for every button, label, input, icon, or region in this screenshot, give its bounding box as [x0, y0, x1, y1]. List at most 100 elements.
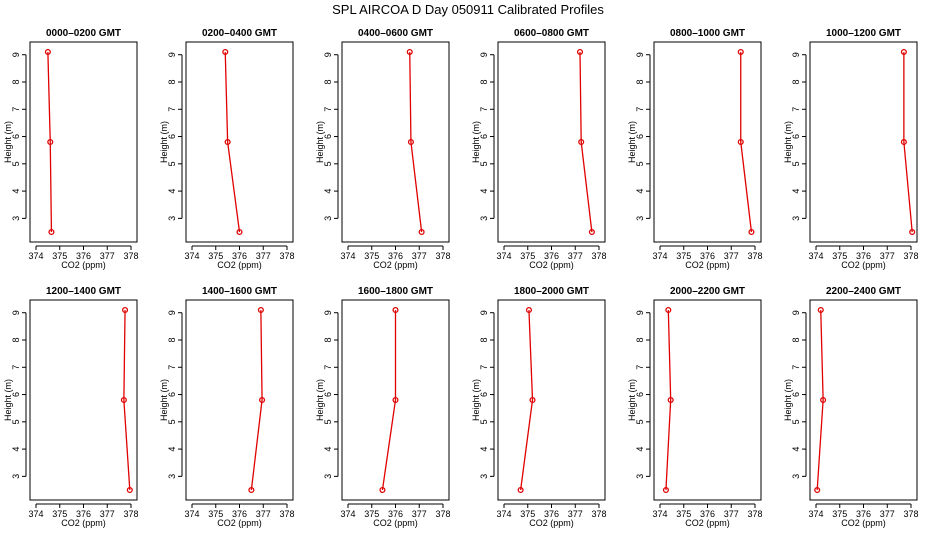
panel-12-series-line	[816, 309, 824, 491]
panel-2-y-tick-label: 9	[167, 52, 177, 57]
panel-6-y-tick-label: 3	[791, 216, 801, 221]
panel-6-series-line	[903, 52, 913, 233]
panel-9-y-tick-label: 6	[323, 392, 333, 397]
panel-9-data-point	[392, 396, 399, 404]
panel-5-x-label: CO2 (ppm)	[685, 260, 730, 270]
panel-8-x-tick-label: 376	[232, 509, 247, 519]
panel-3-y-tick-label: 6	[323, 134, 333, 139]
panel-6-y-tick-label: 6	[791, 134, 801, 139]
panel-8-y-tick-label: 9	[167, 310, 177, 315]
panel-11-x-tick-label: 378	[747, 509, 762, 519]
panel-7-y-tick-label: 9	[11, 310, 21, 315]
panel-5-y-tick-label: 4	[635, 189, 645, 194]
panel-4-x-tick-label: 378	[591, 251, 606, 261]
panel-12-x-tick-label: 376	[856, 509, 871, 519]
panel-4-series-line	[579, 51, 593, 233]
panel-8-frame	[185, 299, 294, 501]
panel-8: 1400–1600 GMT 374 375 376 377 378 CO2 (ppm) 3 4 5…	[159, 286, 295, 528]
panel-5-data-point	[748, 228, 755, 236]
panel-1-y-tick-label: 9	[11, 52, 21, 57]
panel-6-x-tick-label: 374	[808, 251, 823, 261]
panel-7-data-point	[126, 486, 133, 494]
panel-10-x-tick-label: 375	[520, 509, 535, 519]
panel-9-y-tick-label: 8	[323, 337, 333, 342]
panel-11-y-tick-label: 4	[635, 447, 645, 452]
panel-2-y-tick-label: 8	[167, 79, 177, 84]
panel-9-x-tick-label: 378	[435, 509, 450, 519]
panel-4-frame	[497, 41, 606, 243]
panel-10-data-point	[517, 486, 524, 494]
panel-2-frame	[185, 41, 294, 243]
panel-8-x-tick-label: 378	[279, 509, 294, 519]
panel-5: 0800–1000 GMT 374 375 376 377 378 CO2 (ppm) 3 4 5…	[627, 28, 763, 270]
panel-2-y-tick-label: 3	[167, 216, 177, 221]
panel-6: 1000–1200 GMT 374 375 376 377 378 CO2 (ppm) 3 4 5…	[783, 28, 919, 270]
panel-1-y-tick-label: 4	[11, 189, 21, 194]
panel-8-data-point	[257, 306, 264, 314]
panel-1-data-point	[48, 228, 55, 236]
panel-4-y-tick-label: 9	[479, 52, 489, 57]
panel-8-data-point	[259, 396, 266, 404]
panel-3-series-line	[409, 51, 423, 233]
panel-5-x-tick-label: 377	[724, 251, 739, 261]
panel-5-x-tick-label: 374	[652, 251, 667, 261]
panel-12-y-tick-label: 9	[791, 310, 801, 315]
panel-2-x-tick-label: 374	[184, 251, 199, 261]
panel-9-y-tick-label: 5	[323, 419, 333, 424]
panel-3-x-tick-label: 376	[388, 251, 403, 261]
panel-8-title: 1400–1600 GMT	[202, 286, 277, 297]
panel-11-y-tick-label: 3	[635, 474, 645, 479]
panel-12-x-tick-label: 378	[903, 509, 918, 519]
panel-4-x-tick-label: 375	[520, 251, 535, 261]
panel-6-x-tick-label: 378	[903, 251, 918, 261]
panel-9-x-tick-label: 374	[340, 509, 355, 519]
panel-7: 1200–1400 GMT 374 375 376 377 378 CO2 (ppm) 3 4 5…	[3, 286, 139, 528]
panel-5-y-tick-label: 9	[635, 52, 645, 57]
panel-12-x-tick-label: 375	[832, 509, 847, 519]
panel-11-y-label: Height (m)	[627, 379, 637, 421]
panel-10-x-tick-label: 374	[496, 509, 511, 519]
panel-10-x-tick-label: 376	[544, 509, 559, 519]
panel-12-y-tick-label: 8	[791, 337, 801, 342]
panel-8-y-tick-label: 4	[167, 447, 177, 452]
panel-12-data-point	[817, 306, 824, 314]
panel-3-y-tick-label: 3	[323, 216, 333, 221]
panel-9-y-tick-label: 3	[323, 474, 333, 479]
panel-10-x-label: CO2 (ppm)	[529, 518, 574, 528]
panel-5-frame	[653, 41, 762, 243]
panel-11-frame	[653, 299, 762, 501]
panel-11-x-tick-label: 377	[724, 509, 739, 519]
panel-12-y-tick-label: 7	[791, 365, 801, 370]
panel-2-y-tick-label: 4	[167, 189, 177, 194]
panel-7-frame	[29, 299, 138, 501]
panel-5-x-tick-label: 375	[676, 251, 691, 261]
panel-12-y-tick-label: 5	[791, 419, 801, 424]
panel-9-x-tick-label: 377	[412, 509, 427, 519]
panel-6-x-tick-label: 376	[856, 251, 871, 261]
panel-1-x-tick-label: 374	[28, 251, 43, 261]
panel-11-y-tick-label: 5	[635, 419, 645, 424]
panel-7-y-tick-label: 6	[11, 392, 21, 397]
panel-10-data-point	[529, 396, 536, 404]
panel-1-y-tick-label: 5	[11, 161, 21, 166]
panel-1: 0000–0200 GMT 374 375 376 377 378 CO2 (ppm) 3 4 5…	[3, 28, 139, 270]
panel-9-y-tick-label: 9	[323, 310, 333, 315]
panel-12-data-point	[814, 486, 821, 494]
panel-2-data-point	[236, 228, 243, 236]
panel-8-y-tick-label: 3	[167, 474, 177, 479]
panel-10-series-line	[519, 309, 534, 491]
panel-5-x-tick-label: 378	[747, 251, 762, 261]
panel-10-y-tick-label: 9	[479, 310, 489, 315]
panel-10-y-tick-label: 5	[479, 419, 489, 424]
panel-11-title: 2000–2200 GMT	[670, 286, 745, 297]
panel-11-y-tick-label: 8	[635, 337, 645, 342]
panel-4-x-tick-label: 374	[496, 251, 511, 261]
panel-2-x-tick-label: 376	[232, 251, 247, 261]
panel-3-data-point	[418, 228, 425, 236]
panel-11-x-tick-label: 375	[676, 509, 691, 519]
panel-1-data-point	[47, 138, 54, 146]
panel-1-x-tick-label: 377	[100, 251, 115, 261]
panel-8-data-point	[248, 486, 255, 494]
panel-1-series-line	[47, 51, 53, 233]
figure-title: SPL AIRCOA D Day 050911 Calibrated Profi…	[332, 2, 604, 17]
